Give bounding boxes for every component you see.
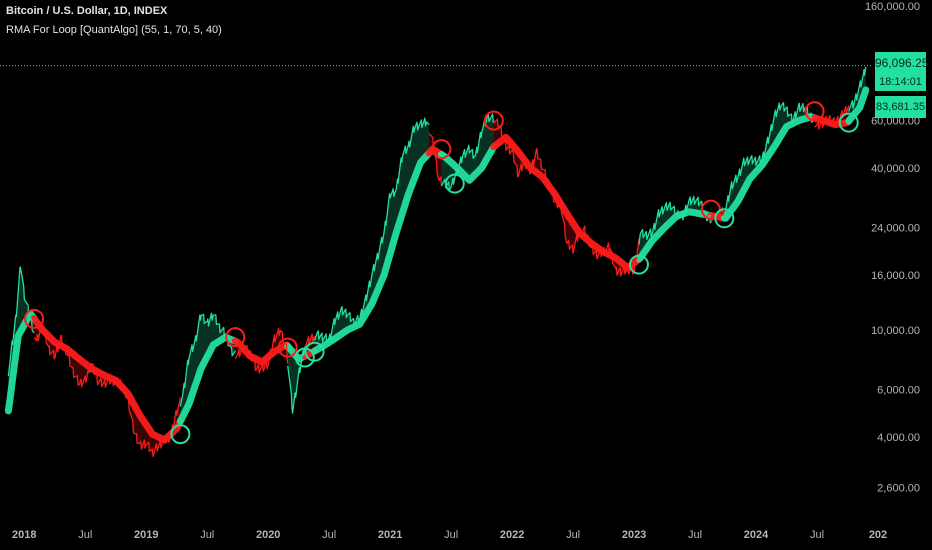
x-tick-label: Jul [810, 529, 824, 541]
y-tick-label: 40,000.00 [871, 163, 920, 175]
signal-circle-bullish-4 [294, 347, 315, 368]
rma-line-bull-14 [845, 86, 870, 125]
last-price-badge: 96,096.25 [875, 52, 928, 74]
x-tick-label: 202 [869, 529, 887, 541]
price-line-bull-6 [313, 117, 430, 344]
x-tick-label: Jul [688, 529, 702, 541]
bar-countdown-badge: 18:14:01 [875, 74, 926, 91]
signal-circle-bearish-6 [431, 139, 452, 160]
price-line-layer [7, 66, 867, 458]
signal-circle-bullish-11 [714, 208, 735, 229]
chart-title: Bitcoin / U.S. Dollar, 1D, INDEX [6, 5, 168, 17]
y-tick-label: 160,000.00 [865, 1, 920, 13]
rma-line-bull-8 [437, 143, 498, 184]
rma-line-bear-9 [490, 133, 643, 272]
x-tick-label: 2020 [256, 529, 280, 541]
x-tick-label: Jul [322, 529, 336, 541]
x-tick-label: 2019 [134, 529, 158, 541]
x-axis[interactable]: 2018 Jul 2019 Jul 2020 Jul 2021 Jul 2022 Jul 2023 J… [12, 529, 887, 541]
rma-fill-bull-6 [314, 120, 430, 352]
signal-circle-bullish-7 [444, 173, 465, 194]
price-line-bull-10 [638, 195, 712, 245]
price-line-bull-14 [848, 66, 867, 112]
rma-fill-bull-2 [180, 313, 236, 422]
x-tick-label: Jul [78, 529, 92, 541]
rma-value-badge: 83,681.35 [875, 96, 926, 118]
rma-line-bear-1 [30, 315, 184, 444]
x-tick-label: 2022 [500, 529, 524, 541]
x-tick-label: 2018 [12, 529, 36, 541]
rma-line-bear-13 [811, 114, 853, 129]
x-tick-label: 2021 [378, 529, 402, 541]
y-tick-label: 16,000.00 [871, 270, 920, 282]
signal-layer [24, 101, 859, 445]
signal-circle-bearish-0 [24, 308, 45, 329]
x-tick-label: 2023 [622, 529, 646, 541]
price-line-bear-3 [234, 327, 289, 374]
signal-circle-bearish-8 [483, 110, 504, 131]
x-tick-label: Jul [200, 529, 214, 541]
y-tick-label: 24,000.00 [871, 223, 920, 235]
price-line-bull-4 [287, 346, 306, 414]
y-tick-label: 2,600.00 [877, 482, 920, 494]
signal-circle-bearish-12 [804, 101, 825, 122]
rma-line-bull-10 [635, 208, 715, 263]
price-line-bull-12 [723, 101, 815, 216]
x-tick-label: Jul [566, 529, 580, 541]
signal-circle-bullish-5 [304, 341, 325, 362]
indicator-legend[interactable]: RMA For Loop [QuantAlgo] (55, 1, 70, 5, … [6, 24, 222, 36]
rma-line-bull-12 [720, 113, 819, 222]
signal-circle-bearish-3 [277, 337, 298, 358]
price-line-bear-5 [304, 333, 316, 350]
price-line-bull-0 [7, 266, 35, 377]
rma-line-bull-0 [4, 310, 38, 415]
rma-line-bull-6 [311, 149, 433, 355]
price-line-bear-9 [493, 118, 640, 277]
signal-circle-bullish-1 [170, 424, 191, 445]
price-line-bear-1 [33, 323, 182, 458]
y-tick-label: 4,000.00 [877, 432, 920, 444]
x-tick-label: 2024 [744, 529, 769, 541]
signal-circle-bullish-13 [838, 112, 859, 133]
y-tick-label: 6,000.00 [877, 385, 920, 397]
y-tick-label: 10,000.00 [871, 325, 920, 337]
signal-circle-bearish-2 [225, 327, 246, 348]
y-axis[interactable]: 160,000.00 60,000.00 40,000.00 24,000.00 16,… [865, 1, 920, 494]
signal-circle-bullish-9 [628, 254, 649, 275]
x-tick-label: Jul [444, 529, 458, 541]
y-tick-label: 60,000.00 [871, 116, 920, 128]
